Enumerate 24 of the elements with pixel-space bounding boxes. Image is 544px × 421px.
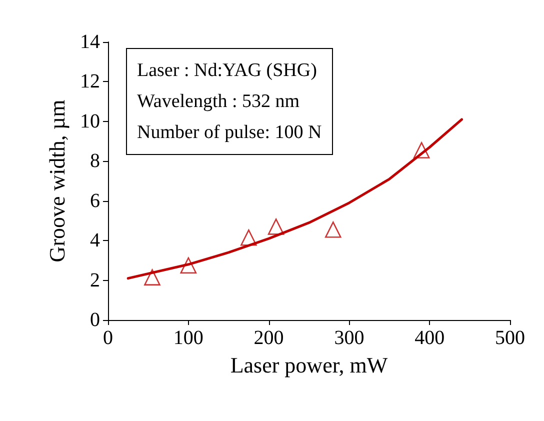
point [413,142,430,158]
y-tick-label: 2 [90,269,100,292]
y-tick-label: 6 [90,190,100,212]
point [180,257,197,274]
x-tick-label: 200 [254,327,284,349]
point [240,229,257,246]
y-tick-label: 10 [80,110,100,132]
x-tick-label: 500 [495,327,525,349]
annotation: Wavelength : 532 nm [137,90,301,114]
x-tick-label: 100 [173,327,204,349]
y-axis-title: Groove width, µm [44,100,70,262]
point [144,269,160,286]
x-tick-label: 400 [414,327,445,349]
x-axis-title: Laser power, mW [230,352,388,378]
y-tick-label: 8 [90,150,100,172]
y-tick-label: 12 [80,70,100,93]
point [268,218,284,235]
annotation: Number of pulse: 100 N [137,121,322,145]
y-tick-label: 4 [90,230,100,252]
y-tick-label: 14 [80,31,100,53]
y-tick-label: 0 [90,309,100,331]
x-tick-label: 300 [334,327,364,349]
point [324,222,342,238]
annotation: Laser : Nd:YAG (SHG) [137,59,318,83]
